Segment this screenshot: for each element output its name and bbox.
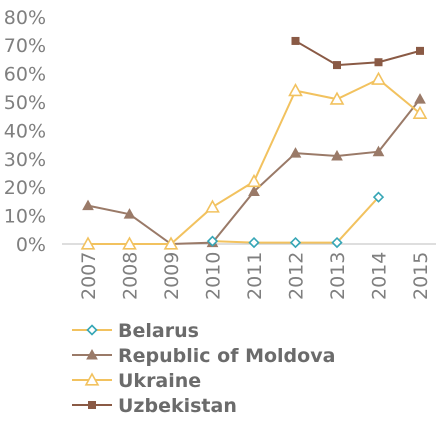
- legend-marker: [86, 324, 98, 336]
- y-tick-label: 0%: [16, 234, 46, 256]
- y-tick-label: 40%: [4, 120, 46, 142]
- y-tick-label: 60%: [4, 64, 46, 86]
- data-point-ukraine: [412, 105, 428, 119]
- data-point-ukraine: [205, 199, 220, 213]
- legend-marker: [84, 372, 100, 386]
- series-line-republic-of-moldova: [87, 98, 421, 246]
- legend-item-belarus: Belarus: [72, 320, 199, 342]
- data-point-ukraine: [163, 236, 179, 250]
- data-point-republic-of-moldova: [248, 185, 260, 196]
- series-line-belarus: [212, 196, 380, 244]
- y-tick-label: 10%: [4, 206, 46, 228]
- data-point-ukraine: [288, 82, 303, 97]
- y-tick-label: 30%: [4, 149, 46, 171]
- data-point-ukraine: [122, 236, 137, 250]
- x-tick-label: 2009: [161, 252, 183, 300]
- x-tick-label: 2012: [286, 252, 308, 300]
- data-point-republic-of-moldova: [82, 199, 94, 211]
- data-point-republic-of-moldova: [289, 147, 302, 158]
- legend-marker: [88, 401, 96, 409]
- legend-label: Ukraine: [118, 370, 201, 392]
- legend-item-uzbekistan: Uzbekistan: [72, 395, 237, 417]
- data-point-ukraine: [371, 71, 386, 85]
- data-point-ukraine: [246, 173, 262, 188]
- series-belarus: [206, 191, 385, 249]
- x-tick-label: 2011: [244, 252, 266, 300]
- data-point-belarus: [248, 236, 260, 249]
- plot-area: [80, 36, 428, 250]
- legend-marker: [86, 348, 98, 360]
- data-point-belarus: [372, 191, 385, 203]
- x-tick-label: 2015: [410, 252, 432, 300]
- data-point-republic-of-moldova: [372, 145, 385, 157]
- x-tick-label: 2014: [369, 252, 391, 300]
- x-tick-label: 2007: [78, 252, 100, 300]
- data-point-uzbekistan: [333, 61, 341, 70]
- legend: Belarus Republic of Moldova Ukraine Uzbekis…: [72, 320, 335, 417]
- data-point-uzbekistan: [291, 36, 300, 45]
- legend-label: Republic of Moldova: [118, 345, 335, 367]
- x-tick-label: 2013: [327, 252, 349, 300]
- data-point-uzbekistan: [374, 58, 383, 67]
- data-point-belarus: [331, 236, 343, 249]
- series-ukraine: [80, 71, 428, 250]
- x-tick-label: 2008: [120, 252, 142, 300]
- x-axis: 2007 2008 2009 2010 2011 2012 2013 2014 2015: [78, 252, 432, 300]
- y-tick-label: 80%: [4, 7, 46, 29]
- legend-item-ukraine: Ukraine: [72, 370, 201, 392]
- data-point-republic-of-moldova: [331, 149, 343, 161]
- data-point-belarus: [206, 235, 219, 247]
- legend-item-republic-of-moldova: Republic of Moldova: [72, 345, 335, 367]
- y-tick-label: 20%: [4, 177, 46, 199]
- x-tick-label: 2010: [203, 252, 225, 300]
- data-point-republic-of-moldova: [414, 93, 426, 104]
- data-point-uzbekistan: [416, 46, 424, 55]
- y-axis: 0% 10% 20% 30% 40% 50% 60% 70% 80%: [4, 7, 436, 256]
- series-uzbekistan: [291, 36, 424, 70]
- data-point-republic-of-moldova: [123, 208, 136, 219]
- legend-label: Uzbekistan: [118, 395, 237, 417]
- data-point-ukraine: [329, 91, 345, 105]
- data-point-belarus: [289, 236, 302, 249]
- series-line-uzbekistan: [294, 40, 421, 67]
- y-tick-label: 50%: [4, 92, 46, 114]
- y-tick-label: 70%: [4, 35, 46, 57]
- data-point-ukraine: [80, 236, 96, 250]
- series-republic-of-moldova: [82, 93, 426, 249]
- legend-label: Belarus: [118, 320, 199, 342]
